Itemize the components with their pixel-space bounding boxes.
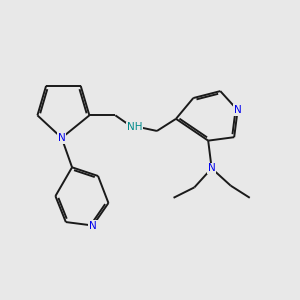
Text: N: N [58, 133, 65, 143]
Text: N: N [89, 220, 97, 230]
Text: NH: NH [127, 122, 142, 133]
Text: N: N [208, 164, 215, 173]
Text: N: N [234, 105, 242, 115]
